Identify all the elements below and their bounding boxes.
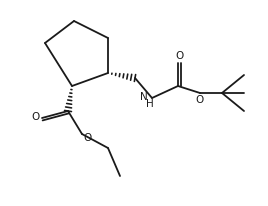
Text: O: O bbox=[83, 133, 91, 143]
Text: H: H bbox=[146, 99, 154, 109]
Text: N: N bbox=[140, 92, 148, 102]
Text: O: O bbox=[31, 112, 39, 122]
Text: O: O bbox=[196, 95, 204, 105]
Text: O: O bbox=[175, 51, 183, 61]
